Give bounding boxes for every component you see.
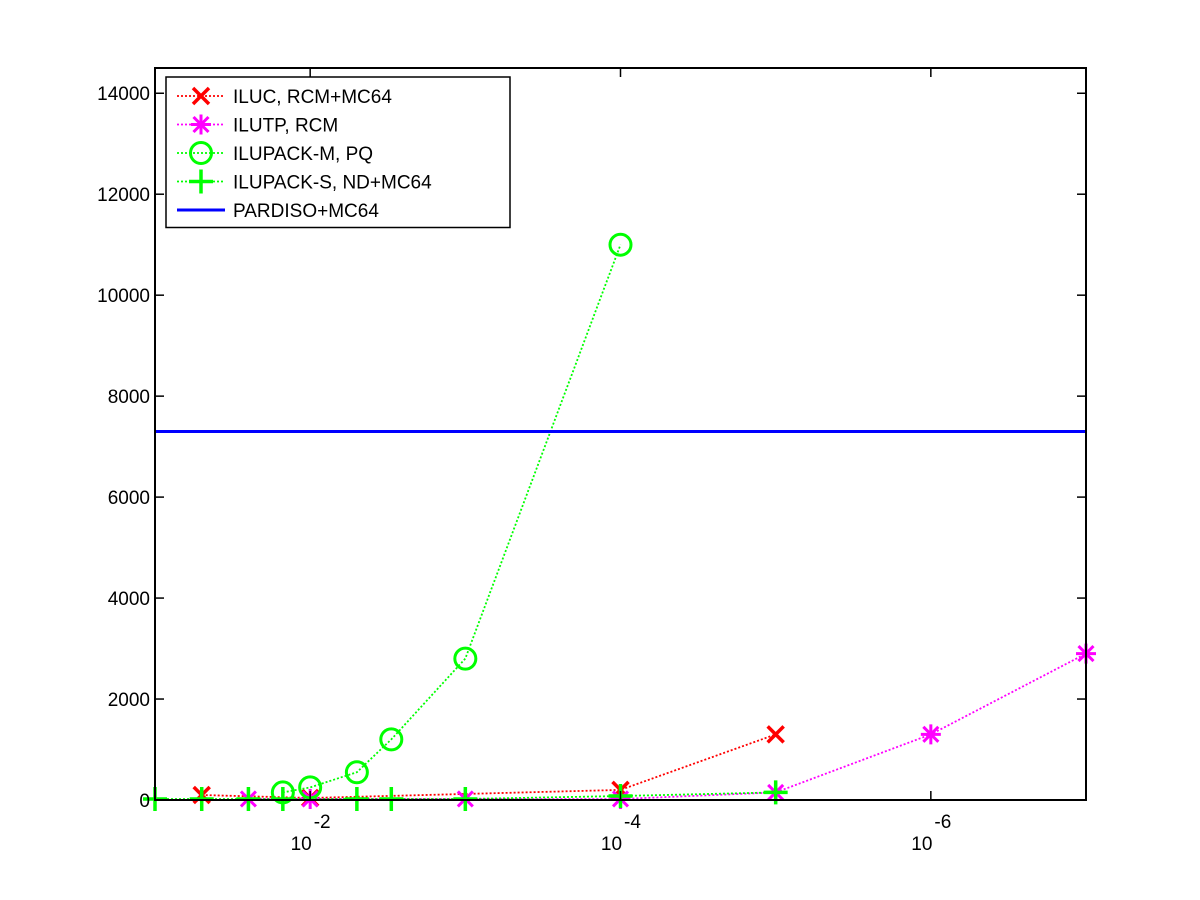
series-3-point-1	[189, 786, 214, 811]
legend-label-0: ILUC, RCM+MC64	[233, 87, 392, 108]
y-tick-label-3: 6000	[108, 488, 150, 509]
legend-entry-4: PARDISO+MC64	[177, 201, 379, 222]
series-line-2	[282, 244, 622, 794]
y-tick-label-2: 4000	[108, 589, 150, 610]
y-axis: 0 2000 4000 6000 8000 10000 12000 14000	[97, 84, 1086, 812]
series-3-point-5	[379, 786, 404, 811]
y-tick-label-1: 2000	[108, 690, 150, 711]
x-tick-label-base-2: 10	[911, 834, 932, 855]
series-2-point-5	[608, 232, 633, 257]
legend-label-3: ILUPACK-S, ND+MC64	[233, 173, 432, 194]
legend-entry-0: ILUC, RCM+MC64	[177, 86, 392, 108]
x-tick-label-exponent-2: -6	[934, 812, 951, 833]
x-tick-label-exponent-0: -2	[314, 812, 331, 833]
series-3-point-4	[344, 786, 369, 811]
legend-label-2: ILUPACK-M, PQ	[233, 144, 373, 165]
legend-marker-1	[191, 114, 211, 135]
y-tick-label-6: 12000	[97, 185, 150, 206]
series-1-point-5	[920, 724, 941, 745]
legend-marker-2	[189, 141, 213, 165]
series-2-point-3	[379, 727, 404, 752]
series-line-0	[201, 733, 777, 799]
y-tick-label-4: 8000	[108, 387, 150, 408]
x-tick-label-exponent-1: -4	[624, 812, 641, 833]
legend-label-4: PARDISO+MC64	[233, 201, 379, 222]
y-tick-label-5: 10000	[97, 286, 150, 307]
series-3-point-3	[270, 786, 295, 811]
x-tick-label-base-0: 10	[291, 834, 312, 855]
legend-entry-1: ILUTP, RCM	[177, 114, 338, 137]
x-axis: 10-210-410-6	[291, 68, 951, 855]
legend-entry-3: ILUPACK-S, ND+MC64	[177, 169, 432, 194]
x-tick-label-base-1: 10	[601, 834, 622, 855]
y-tick-label-7: 14000	[97, 84, 150, 105]
legend-label-1: ILUTP, RCM	[233, 116, 338, 137]
series-0-point-3	[766, 725, 785, 744]
legend-box	[165, 76, 511, 229]
legend-entry-2: ILUPACK-M, PQ	[177, 141, 373, 165]
series-2-point-2	[344, 760, 369, 785]
series-3-point-6	[453, 786, 478, 811]
legend-marker-3	[189, 169, 213, 194]
series-3-point-2	[236, 786, 261, 811]
legend: ILUC, RCM+MC64 ILUTP, RCM ILUPACK-M, PQ ILU…	[165, 76, 511, 229]
series-2-point-4	[453, 646, 478, 671]
legend-marker-0	[191, 86, 211, 106]
y-tick-label-0: 0	[139, 791, 150, 812]
